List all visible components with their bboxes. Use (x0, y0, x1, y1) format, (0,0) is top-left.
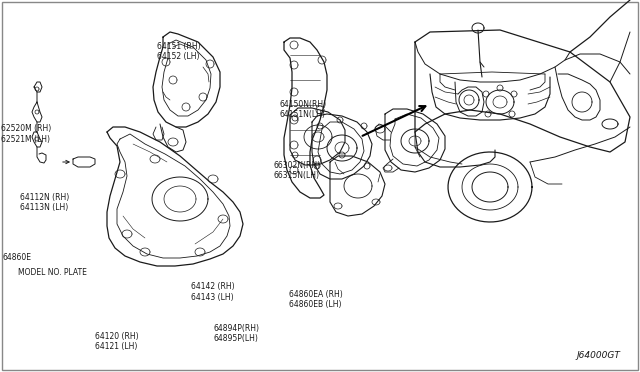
Text: 64112N (RH)
64113N (LH): 64112N (RH) 64113N (LH) (20, 193, 70, 212)
Text: 62520M (RH)
62521M (LH): 62520M (RH) 62521M (LH) (1, 124, 52, 144)
Text: 64860EA (RH)
64860EB (LH): 64860EA (RH) 64860EB (LH) (289, 290, 343, 309)
Text: 64151 (RH)
64152 (LH): 64151 (RH) 64152 (LH) (157, 42, 200, 61)
Text: 64150N(RH)
64151N(LH): 64150N(RH) 64151N(LH) (279, 100, 326, 119)
Text: 64142 (RH)
64143 (LH): 64142 (RH) 64143 (LH) (191, 282, 234, 302)
Text: 64860E: 64860E (3, 253, 31, 262)
Text: 64120 (RH)
64121 (LH): 64120 (RH) 64121 (LH) (95, 332, 138, 351)
Text: 64894P(RH)
64895P(LH): 64894P(RH) 64895P(LH) (214, 324, 260, 343)
Text: 66302N(RH)
66315N(LH): 66302N(RH) 66315N(LH) (274, 161, 321, 180)
Text: MODEL NO. PLATE: MODEL NO. PLATE (18, 268, 87, 277)
Text: J64000GT: J64000GT (576, 351, 620, 360)
